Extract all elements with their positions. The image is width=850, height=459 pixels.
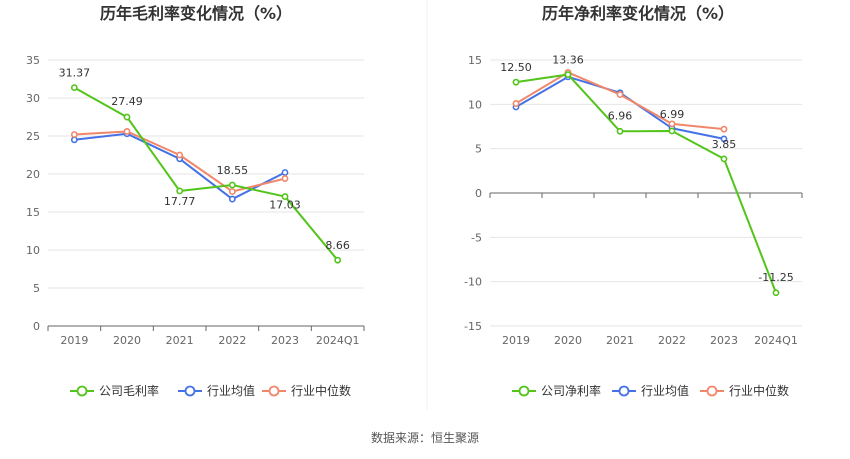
data-label: 18.55 [217,164,249,177]
legend-label: 行业中位数 [291,383,351,398]
data-label: 12.50 [500,61,532,74]
x-tick-label: 2022 [218,334,246,347]
y-tick-label: 5 [33,282,40,295]
data-point [720,155,728,163]
data-point [281,175,289,182]
data-label: 6.96 [608,109,633,122]
x-tick-label: 2023 [710,334,738,347]
legend-swatch-marker [706,385,718,397]
legend-swatch-marker [518,385,530,397]
data-point [564,71,572,78]
y-tick-label: -5 [471,231,482,244]
y-tick-label: -15 [464,320,482,333]
y-tick-label: -10 [464,276,482,289]
y-tick-label: 10 [26,244,40,257]
y-tick-label: 35 [26,54,40,67]
series-line [515,73,777,294]
y-tick-label: 10 [468,98,482,111]
legend-label: 公司毛利率 [99,383,159,398]
y-tick-label: 5 [475,143,482,156]
data-point [720,135,728,143]
data-point [70,84,78,91]
data-point [668,127,676,135]
data-point [334,256,342,264]
data-label: 13.36 [552,54,584,67]
legend-swatch-marker [618,385,630,397]
y-tick-label: 30 [26,92,40,105]
x-tick-label: 2019 [502,334,530,347]
data-label: 27.49 [111,95,143,108]
data-label: 17.03 [269,199,301,212]
data-point [616,127,624,135]
data-point [281,193,289,200]
legend-label: 公司净利率 [541,383,601,398]
x-tick-label: 2024Q1 [316,334,360,347]
chart-title: 历年毛利率变化情况（%） [100,4,292,23]
chart-panel-2: 历年净利率变化情况（%） -15 -10 -5 0 5 10 15 2019 2020 2021 20… [464,4,803,398]
series-line [73,86,339,261]
x-tick-label: 2019 [60,334,88,347]
data-label: 31.37 [59,67,91,80]
legend-label: 行业均值 [207,383,255,398]
x-tick-label: 2022 [658,334,686,347]
y-tick-label: 25 [26,130,40,143]
legend-label: 行业均值 [641,383,689,398]
data-point [70,131,78,138]
source-label: 数据来源：恒生聚源 [370,431,479,445]
data-point [720,125,728,133]
legend-label: 行业中位数 [729,383,789,398]
x-tick-label: 2021 [166,334,194,347]
data-point [281,169,289,176]
data-point [616,91,624,98]
x-tick-label: 2020 [113,334,141,347]
legend-swatch-marker [268,385,280,397]
data-point [123,113,131,121]
y-tick-label: 20 [26,168,40,181]
data-point [512,78,520,86]
data-point [228,195,236,203]
data-point [512,100,520,107]
x-tick-label: 2024Q1 [754,334,798,347]
legend-swatch-marker [76,385,88,397]
data-point [123,128,131,135]
y-tick-label: 15 [26,206,40,219]
data-point [228,181,236,189]
y-tick-label: 0 [475,187,482,200]
legend-swatch-marker [184,385,196,397]
data-point [668,120,676,128]
chart-title: 历年净利率变化情况（%） [542,4,734,23]
y-tick-label: 15 [468,54,482,67]
data-point [228,188,236,195]
y-tick-label: 0 [33,320,40,333]
data-point [70,136,78,144]
data-point [176,187,184,195]
x-tick-label: 2020 [554,334,582,347]
data-point [176,151,184,159]
data-label: 3.85 [712,138,737,151]
data-label: -11.25 [758,271,793,284]
chart-panel-1: 历年毛利率变化情况（%） 0 5 10 15 20 25 30 35 2019 2020 2021 20… [26,4,365,398]
data-label: 6.99 [660,108,685,121]
data-point [772,289,780,297]
data-label: 8.66 [325,239,350,252]
x-tick-label: 2021 [606,334,634,347]
data-label: 17.77 [164,195,196,208]
x-tick-label: 2023 [271,334,299,347]
